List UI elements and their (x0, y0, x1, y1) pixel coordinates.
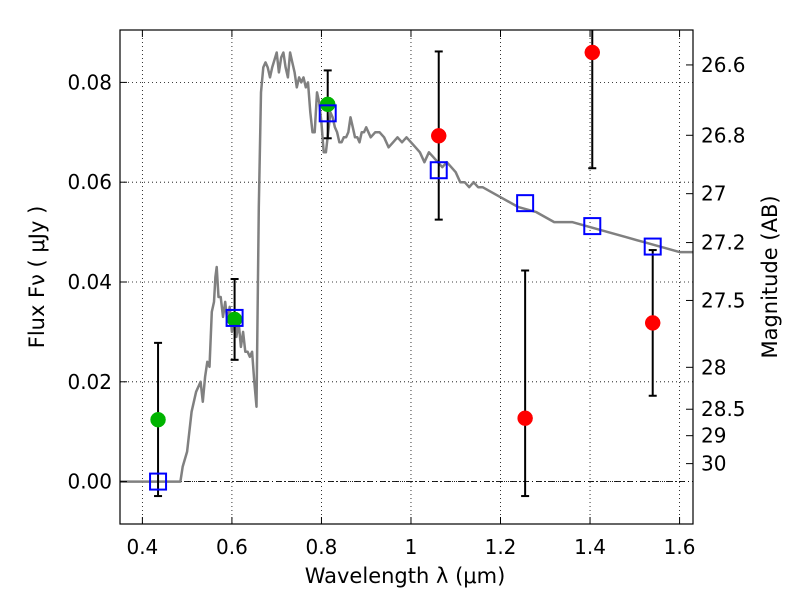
mag-tick-label: 28.5 (701, 397, 746, 421)
ticks (120, 30, 693, 524)
tick-labels: 0.4 0.6 0.8 1 1.2 1.4 1.6 0.00 0.02 0.04 0.06 0.08 2… (67, 53, 745, 559)
y-tick-label: 0.04 (67, 270, 112, 294)
y-axis-title: Flux Fν ( μJy ) (25, 206, 49, 349)
y-tick-label: 0.08 (67, 70, 112, 94)
measurement-point (517, 410, 533, 426)
measurement-point (584, 44, 601, 61)
mag-tick-label: 30 (701, 452, 726, 476)
x-axis-title: Wavelength λ (μm) (305, 564, 506, 588)
y-tick-label: 0.00 (67, 470, 112, 494)
detection-point (226, 311, 243, 328)
mag-tick-label: 27 (701, 182, 726, 206)
x-tick-label: 1 (405, 535, 418, 559)
model-sed-layer (120, 51, 693, 483)
mag-tick-label: 26.8 (701, 123, 746, 147)
model-photometry-point (318, 104, 337, 123)
mag-tick-label: 29 (701, 424, 726, 448)
mag-tick-label: 27.2 (701, 231, 746, 255)
detection-point (150, 411, 166, 428)
measurement-point (430, 128, 447, 144)
mag-tick-label: 28 (701, 355, 726, 379)
x-tick-label: 0.4 (126, 535, 158, 559)
x-tick-label: 0.8 (306, 535, 338, 559)
x-tick-label: 1.2 (485, 535, 517, 559)
y-tick-label: 0.06 (67, 170, 112, 194)
model-photometry-point (643, 237, 662, 256)
grid (120, 30, 693, 524)
plot-frame (119, 29, 694, 525)
x-tick-label: 1.6 (664, 535, 696, 559)
model-photometry-point (516, 194, 535, 213)
measurement-point (644, 315, 661, 331)
model-sed-line (120, 51, 693, 483)
plot-area (120, 30, 693, 524)
x-tick-label: 1.4 (574, 535, 606, 559)
model-photometry-point (225, 308, 244, 327)
x-tick-label: 0.6 (216, 535, 248, 559)
y-tick-label: 0.02 (67, 370, 112, 394)
mag-tick-label: 26.6 (701, 53, 746, 77)
model-photometry-point (583, 217, 602, 236)
model-photometry-point (149, 472, 168, 491)
marker-layer (149, 30, 662, 498)
y2-axis-title: Magnitude (AB) (758, 195, 782, 358)
model-photometry-point (429, 161, 448, 180)
mag-tick-label: 27.5 (701, 288, 746, 312)
